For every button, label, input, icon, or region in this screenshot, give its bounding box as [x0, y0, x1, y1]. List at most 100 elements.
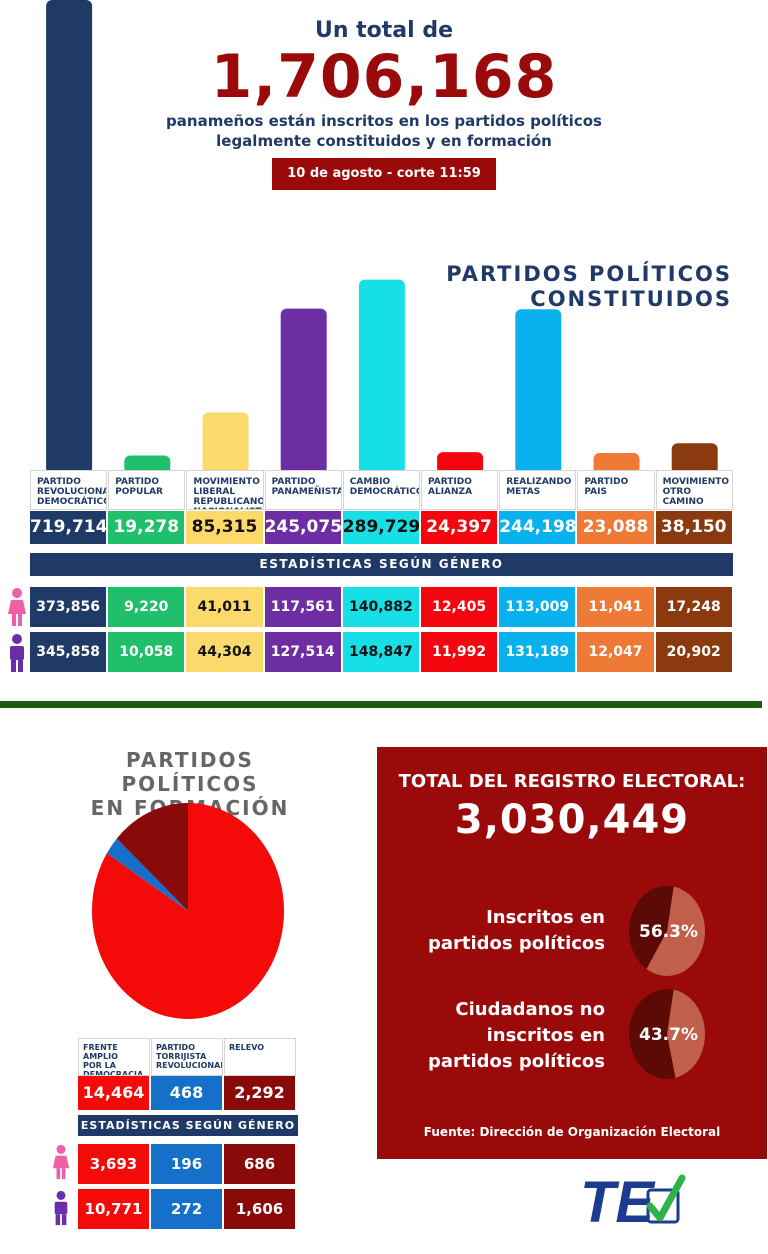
header-intro: Un total de: [314, 18, 454, 43]
gender-stats-band: ESTADÍSTICAS SEGÚN GÉNERO: [30, 553, 733, 576]
formation-men-2: 1,606: [224, 1189, 295, 1229]
party-label-line: PANAMEÑISTA: [271, 487, 342, 497]
party-label-line: OTRO CAMINO: [662, 487, 704, 507]
bar-6: [515, 309, 562, 470]
female-icon: [52, 1143, 70, 1185]
men-count-7: 12,047: [577, 632, 654, 672]
check-icon: [646, 1174, 686, 1222]
te-logo: TE: [578, 1168, 688, 1235]
male-icon: [52, 1189, 70, 1231]
party-label-line: REPUBLICANO: [193, 497, 264, 507]
party-total-8: 38,150: [655, 511, 732, 544]
inscribed-percent: 56.3%: [639, 922, 698, 942]
header-subtitle-2: legalmente constituidos y en formación: [216, 132, 552, 150]
formation-label-line: TORRIJISTA: [156, 1052, 207, 1061]
not-inscribed-pie-slice-1: [629, 989, 676, 1079]
formation-label-0: FRENTE AMPLIO POR LA DEMOCRACIA: [78, 1038, 150, 1076]
women-count-0: 373,856: [30, 587, 107, 627]
formation-total-0: 14,464: [78, 1076, 149, 1110]
party-label-line: MOVIMIENTO: [662, 477, 730, 487]
party-label-1: PARTIDO POPULAR: [108, 470, 186, 510]
inscribed-pie-slice-1: [629, 886, 674, 969]
date-badge: 10 de agosto - corte 11:59 p.m.: [272, 158, 496, 213]
men-count-3: 127,514: [264, 632, 341, 672]
bar-5: [437, 452, 484, 470]
inscribed-label-line2: partidos políticos: [427, 933, 605, 954]
party-label-4: CAMBIO DEMOCRÁTICO: [342, 470, 420, 510]
not-inscribed-pie: [629, 989, 705, 1079]
party-label-line: REALIZANDO: [506, 477, 572, 487]
party-label-line: PARTIDO: [271, 477, 316, 487]
party-label-line: DEMOCRÁTICO: [349, 487, 420, 497]
not-inscribed-label-line1: Ciudadanos no: [455, 999, 605, 1020]
formation-label-line: FRENTE AMPLIO: [83, 1043, 118, 1061]
male-icon: [7, 633, 27, 677]
bar-7: [593, 452, 640, 470]
formation-label-line: REVOLUCIONARIO: [156, 1061, 222, 1070]
women-count-8: 17,248: [655, 587, 732, 627]
party-total-1: 19,278: [108, 511, 185, 544]
formation-label-line: POR LA: [83, 1061, 116, 1070]
not-inscribed-label-line3: partidos políticos: [427, 1051, 605, 1072]
party-label-8: MOVIMIENTO OTRO CAMINO: [655, 470, 733, 510]
party-label-line: DEMOCRÁTICO: [37, 497, 108, 507]
bar-8: [671, 443, 718, 470]
men-count-0: 345,858: [30, 632, 107, 672]
party-label-line: METAS: [506, 487, 541, 497]
party-label-line: PAIS: [584, 487, 607, 497]
party-label-line: NACIONALISTA: [193, 507, 262, 509]
women-count-4: 140,882: [342, 587, 419, 627]
formation-pie-chart: [91, 803, 284, 1019]
party-total-2: 85,315: [186, 511, 263, 544]
inscribed-pie: [629, 886, 705, 976]
formation-pie-slice-1: [106, 838, 188, 911]
party-label-line: PARTIDO: [428, 477, 472, 487]
party-total-4: 289,729: [342, 511, 420, 544]
party-label-5: PARTIDO ALIANZA: [421, 470, 499, 510]
party-label-3: PARTIDO PANAMEÑISTA: [264, 470, 342, 510]
formation-women-0: 3,693: [78, 1144, 149, 1184]
source-note: Fuente: Dirección de Organización Electo…: [423, 1125, 721, 1139]
inscribed-label: Inscritos en partidos políticos: [428, 905, 605, 957]
party-label-line: MOVIMIENTO: [193, 477, 260, 487]
party-label-line: ALIANZA: [428, 487, 473, 497]
not-inscribed-pie-slice-0: [667, 989, 705, 1078]
party-label-line: PARTIDO: [37, 477, 81, 487]
party-label-line: CAMBIO: [349, 477, 391, 487]
formation-gender-band: ESTADÍSTICAS SEGÚN GÉNERO: [78, 1115, 298, 1136]
registry-title: TOTAL DEL REGISTRO ELECTORAL:: [398, 771, 746, 792]
formation-title-line1: PARTIDOS POLÍTICOS: [121, 748, 259, 796]
not-inscribed-percent: 43.7%: [639, 1025, 698, 1045]
registry-total: 3,030,449: [454, 797, 690, 843]
header-total-number: 1,706,168: [210, 42, 558, 112]
logo-text: TE: [580, 1170, 656, 1234]
women-count-3: 117,561: [264, 587, 341, 627]
women-count-1: 9,220: [108, 587, 185, 627]
female-icon: [7, 587, 27, 631]
women-count-6: 113,009: [499, 587, 576, 627]
men-count-2: 44,304: [186, 632, 263, 672]
men-count-4: 148,847: [342, 632, 419, 672]
party-label-7: PARTIDO PAIS: [577, 470, 655, 510]
inscribed-label-line1: Inscritos en: [486, 907, 605, 928]
formation-label-line: RELEVO: [229, 1043, 265, 1052]
inscribed-pie-slice-0: [646, 886, 705, 976]
formation-total-2: 2,292: [224, 1076, 295, 1110]
party-label-line: PARTIDO: [115, 477, 160, 487]
electoral-registry-panel: TOTAL DEL REGISTRO ELECTORAL: 3,030,449 …: [377, 747, 767, 1159]
constituted-title-line1: PARTIDOS POLÍTICOS: [446, 262, 732, 286]
women-count-2: 41,011: [186, 587, 263, 627]
men-count-1: 10,058: [108, 632, 185, 672]
men-count-8: 20,902: [655, 632, 732, 672]
bar-2: [202, 412, 249, 470]
formation-women-1: 196: [151, 1144, 222, 1184]
party-label-6: REALIZANDO METAS: [499, 470, 577, 510]
party-total-5: 24,397: [421, 511, 498, 544]
party-total-6: 244,198: [499, 511, 577, 544]
not-inscribed-label: Ciudadanos no inscritos en partidos polí…: [428, 997, 605, 1075]
women-count-5: 12,405: [421, 587, 498, 627]
party-total-0: 719,714: [30, 511, 107, 544]
bar-4: [358, 279, 405, 470]
constituted-title: PARTIDOS POLÍTICOS CONSTITUIDOS: [446, 262, 732, 312]
formation-total-1: 468: [151, 1076, 222, 1110]
